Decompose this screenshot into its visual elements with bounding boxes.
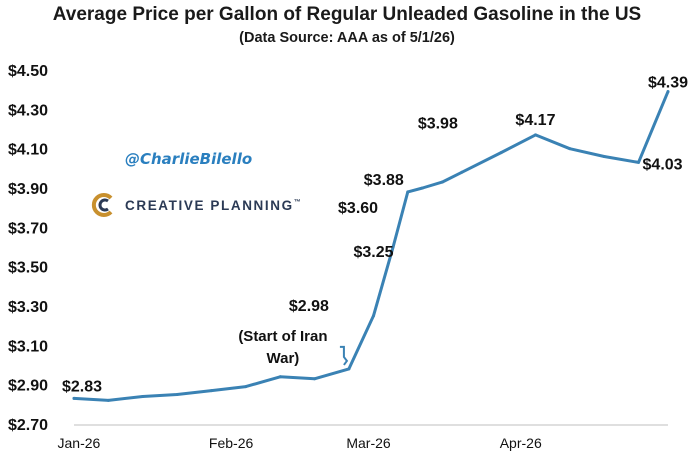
data-label: $4.17 bbox=[515, 112, 555, 129]
y-tick-label: $3.30 bbox=[8, 299, 48, 316]
data-point bbox=[278, 375, 282, 379]
y-tick-label: $4.10 bbox=[8, 142, 48, 159]
y-tick-label: $3.10 bbox=[8, 338, 48, 355]
data-label: $3.98 bbox=[418, 115, 458, 132]
data-point bbox=[499, 151, 503, 155]
y-tick-label: $4.50 bbox=[8, 63, 48, 80]
data-label: $3.60 bbox=[338, 200, 378, 217]
data-point bbox=[602, 155, 606, 159]
data-label: $4.39 bbox=[648, 75, 688, 92]
chart-title: Average Price per Gallon of Regular Unle… bbox=[52, 4, 642, 25]
x-tick-label: Apr-26 bbox=[500, 435, 542, 451]
x-tick-label: Mar-26 bbox=[346, 435, 391, 451]
data-point bbox=[406, 190, 410, 194]
data-point bbox=[244, 385, 248, 389]
data-point bbox=[533, 133, 537, 137]
data-point bbox=[371, 314, 375, 318]
data-label: $4.03 bbox=[643, 156, 683, 173]
data-point bbox=[347, 367, 351, 371]
annotation-start-of-iran-war: (Start of Iran War) bbox=[238, 328, 327, 367]
y-tick-label: $2.90 bbox=[8, 378, 48, 395]
annotation-text: War) bbox=[267, 350, 300, 367]
watermark-brand: CREATIVE PLANNING™ bbox=[125, 198, 302, 213]
data-point bbox=[421, 186, 425, 190]
annotation-bracket bbox=[339, 345, 349, 366]
chart-subtitle: (Data Source: AAA as of 5/1/26) bbox=[239, 30, 455, 46]
data-points bbox=[72, 90, 670, 402]
x-axis-ticks: Jan-26 Feb-26 Mar-26 Apr-26 bbox=[58, 435, 542, 451]
data-point bbox=[209, 389, 213, 393]
data-point bbox=[391, 245, 395, 249]
annotation-text: (Start of Iran bbox=[238, 328, 327, 345]
x-tick-label: Jan-26 bbox=[58, 435, 101, 451]
data-point bbox=[637, 160, 641, 164]
data-label: $2.98 bbox=[289, 298, 329, 315]
data-label: $2.83 bbox=[62, 378, 102, 395]
data-label: $3.88 bbox=[364, 172, 404, 189]
y-axis-ticks: $4.50 $4.30 $4.10 $3.90 $3.70 $3.50 $3.30 $3.10… bbox=[8, 63, 48, 434]
data-point bbox=[175, 393, 179, 396]
y-tick-label: $2.70 bbox=[8, 417, 48, 434]
data-point bbox=[440, 180, 444, 184]
data-point bbox=[460, 170, 464, 174]
y-tick-label: $4.30 bbox=[8, 102, 48, 119]
data-point bbox=[141, 394, 145, 398]
y-tick-label: $3.50 bbox=[8, 260, 48, 277]
data-point bbox=[568, 147, 572, 151]
data-point bbox=[106, 398, 110, 402]
y-tick-label: $3.70 bbox=[8, 220, 48, 237]
data-labels: $2.83 $2.98 $3.25 $3.60 $3.88 $3.98 $4.17 $4.03… bbox=[62, 75, 688, 396]
y-tick-label: $3.90 bbox=[8, 181, 48, 198]
data-point bbox=[666, 90, 670, 94]
creative-planning-c-logo-icon bbox=[91, 193, 113, 217]
data-point bbox=[313, 377, 317, 381]
watermark-handle: @CharlieBilello bbox=[125, 150, 252, 168]
x-tick-label: Feb-26 bbox=[209, 435, 254, 451]
data-label: $3.25 bbox=[353, 244, 393, 261]
data-point bbox=[72, 396, 76, 400]
